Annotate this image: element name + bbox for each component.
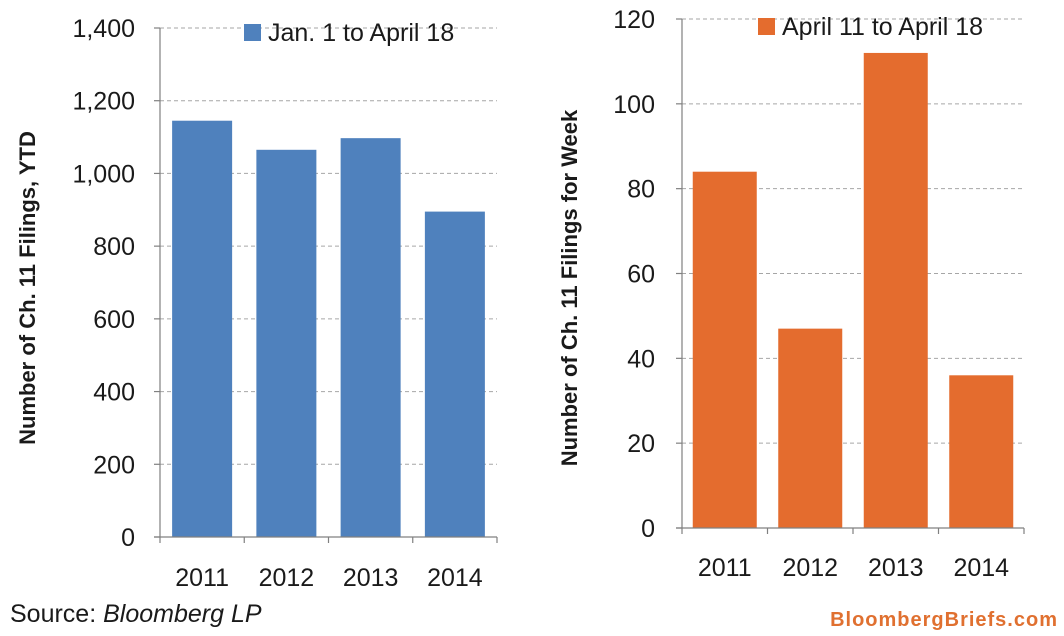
bar <box>949 375 1014 528</box>
y-tick-label: 1,000 <box>72 160 135 188</box>
right-chart: 0 20 40 60 80 100 120 2011 2012 2013 2014 Number of… <box>557 6 1025 582</box>
y-tick-label: 80 <box>627 176 655 204</box>
source-note: Source: Bloomberg LP <box>10 600 262 628</box>
bar <box>692 171 757 528</box>
x-tick-label: 2014 <box>953 554 1009 582</box>
legend-swatch <box>758 18 775 35</box>
x-tick-label: 2011 <box>175 564 229 592</box>
x-tick-label: 2013 <box>343 564 399 592</box>
bar <box>778 328 843 528</box>
x-tick-label: 2011 <box>698 554 752 582</box>
y-tick-label: 200 <box>93 451 135 479</box>
brand-logo: BloombergBriefs.com <box>830 609 1058 631</box>
y-axis-label: Number of Ch. 11 Filings, YTD <box>15 131 40 445</box>
y-tick-label: 0 <box>121 524 135 552</box>
source-name: Bloomberg LP <box>103 600 262 628</box>
source-label: Source: <box>10 600 103 628</box>
y-tick-label: 800 <box>93 233 135 261</box>
legend-label: Jan. 1 to April 18 <box>268 19 454 47</box>
x-tick-label: 2012 <box>782 554 838 582</box>
bar <box>424 211 485 537</box>
legend-label: April 11 to April 18 <box>782 13 983 41</box>
x-tick-label: 2014 <box>427 564 483 592</box>
y-tick-label: 20 <box>627 430 655 458</box>
bar <box>863 52 928 528</box>
y-tick-label: 120 <box>613 6 655 34</box>
x-tick-label: 2012 <box>259 564 315 592</box>
x-tick-label: 2013 <box>868 554 924 582</box>
left-chart: 0 200 400 600 800 1,000 1,200 1,400 2011 2012 2013… <box>15 15 498 592</box>
y-tick-label: 1,400 <box>72 15 135 43</box>
legend-swatch <box>244 24 261 41</box>
y-tick-label: 100 <box>613 91 655 119</box>
y-tick-label: 400 <box>93 379 135 407</box>
y-tick-label: 0 <box>641 515 655 543</box>
bar <box>256 149 317 537</box>
y-tick-label: 600 <box>93 306 135 334</box>
bar <box>172 120 233 537</box>
bar <box>340 138 401 537</box>
y-tick-label: 40 <box>627 345 655 373</box>
y-tick-label: 1,200 <box>72 88 135 116</box>
y-axis-label: Number of Ch. 11 Filings for Week <box>557 109 582 466</box>
y-tick-label: 60 <box>627 261 655 289</box>
